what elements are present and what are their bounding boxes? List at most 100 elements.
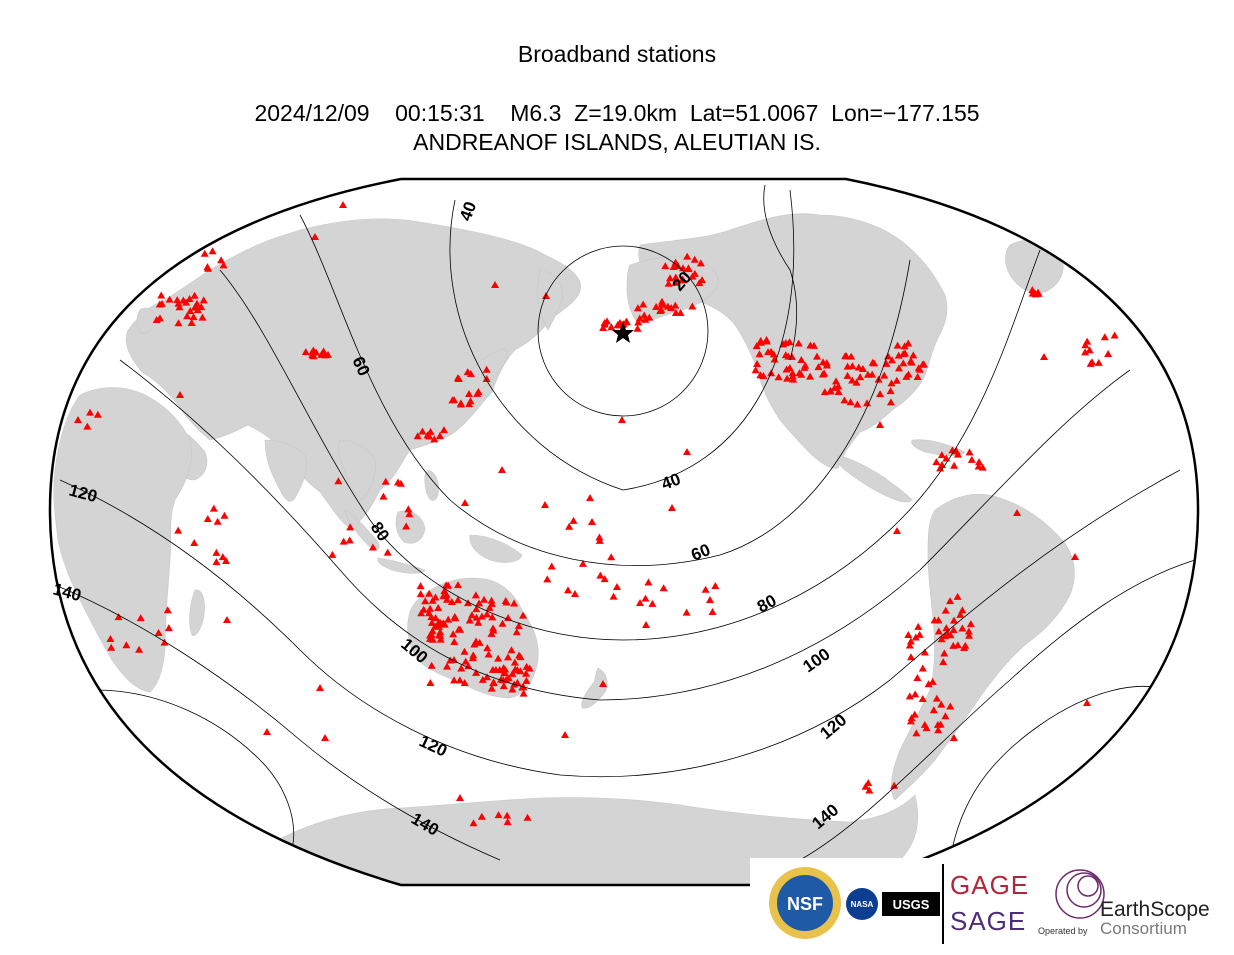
svg-text:NSF: NSF xyxy=(787,894,823,914)
station-marker xyxy=(511,665,520,673)
station-marker xyxy=(975,458,984,466)
station-marker xyxy=(822,361,831,369)
station-marker xyxy=(933,720,942,728)
station-marker xyxy=(86,408,95,416)
station-marker xyxy=(160,638,169,646)
station-marker xyxy=(494,811,503,819)
station-marker xyxy=(334,477,343,485)
landmass-sumatra xyxy=(344,509,380,550)
station-marker xyxy=(618,416,626,423)
station-marker xyxy=(834,387,843,395)
station-marker xyxy=(751,366,760,374)
station-marker xyxy=(918,664,927,672)
nsf-logo: NSF xyxy=(769,867,841,939)
station-marker xyxy=(465,390,474,398)
station-marker xyxy=(607,323,616,331)
station-marker xyxy=(886,387,895,395)
station-marker xyxy=(185,295,194,303)
station-marker xyxy=(832,377,841,385)
station-marker xyxy=(510,599,519,607)
station-marker xyxy=(510,658,519,666)
station-marker xyxy=(220,511,229,519)
station-marker xyxy=(864,779,873,787)
station-marker xyxy=(74,416,82,423)
station-marker xyxy=(487,684,496,692)
station-marker xyxy=(381,477,390,485)
station-marker xyxy=(569,516,578,524)
station-marker xyxy=(939,658,948,666)
consortium-label: Consortium xyxy=(1100,919,1187,938)
station-marker xyxy=(906,637,915,645)
station-marker xyxy=(499,682,508,690)
station-marker xyxy=(571,590,579,597)
station-marker xyxy=(913,372,922,380)
station-marker xyxy=(464,599,473,607)
station-marker xyxy=(682,608,691,616)
station-marker xyxy=(197,303,206,311)
landmass-central-america xyxy=(836,454,913,503)
station-marker xyxy=(519,689,528,697)
station-marker xyxy=(787,352,796,360)
station-marker xyxy=(658,297,667,305)
station-marker xyxy=(416,590,425,598)
station-marker xyxy=(701,585,710,593)
station-marker xyxy=(319,347,328,355)
station-marker xyxy=(473,389,482,397)
station-marker xyxy=(905,641,914,649)
svg-text:NASA: NASA xyxy=(851,900,874,909)
station-marker xyxy=(953,450,962,458)
station-marker xyxy=(688,302,697,310)
station-marker xyxy=(1100,333,1109,341)
station-marker xyxy=(208,247,217,255)
station-marker xyxy=(525,664,534,672)
station-marker xyxy=(204,264,213,272)
station-marker xyxy=(464,662,473,670)
landmass-borneo xyxy=(395,510,426,544)
station-marker xyxy=(426,427,435,435)
station-marker xyxy=(633,324,642,332)
station-marker xyxy=(636,599,644,606)
station-marker xyxy=(467,611,476,619)
station-marker xyxy=(915,365,924,373)
station-marker xyxy=(664,279,673,287)
station-marker xyxy=(920,648,929,656)
station-marker xyxy=(806,341,815,349)
operated-by-label: Operated by xyxy=(1038,926,1088,936)
station-marker xyxy=(209,504,218,512)
station-marker xyxy=(478,675,487,683)
contour-60 xyxy=(299,214,911,566)
station-marker xyxy=(417,609,426,617)
station-marker xyxy=(498,619,507,627)
station-marker xyxy=(426,604,435,612)
station-marker xyxy=(911,633,920,641)
station-marker xyxy=(427,630,436,638)
station-marker xyxy=(847,352,856,360)
station-marker xyxy=(974,462,983,470)
station-marker xyxy=(1071,553,1079,560)
contour-top-arc xyxy=(763,184,798,361)
station-marker xyxy=(508,669,517,677)
station-marker xyxy=(941,712,950,720)
station-marker xyxy=(439,426,448,434)
landmass-madagascar xyxy=(189,589,205,636)
landmass-africa xyxy=(53,387,192,693)
station-marker xyxy=(659,584,668,592)
station-marker xyxy=(937,700,946,708)
station-marker xyxy=(940,649,949,657)
station-marker xyxy=(175,303,184,311)
station-marker xyxy=(1104,350,1113,358)
station-marker xyxy=(425,589,434,597)
station-marker xyxy=(434,603,443,611)
station-marker xyxy=(941,606,950,614)
station-marker xyxy=(561,731,569,738)
station-marker xyxy=(346,523,355,531)
station-marker xyxy=(698,276,707,284)
station-marker xyxy=(640,311,649,319)
station-marker xyxy=(223,616,231,623)
station-marker xyxy=(203,514,212,522)
station-marker xyxy=(852,378,861,386)
station-marker xyxy=(588,518,596,525)
station-marker xyxy=(1088,358,1097,366)
landmass-new-guinea xyxy=(469,534,523,563)
station-marker xyxy=(502,598,511,606)
